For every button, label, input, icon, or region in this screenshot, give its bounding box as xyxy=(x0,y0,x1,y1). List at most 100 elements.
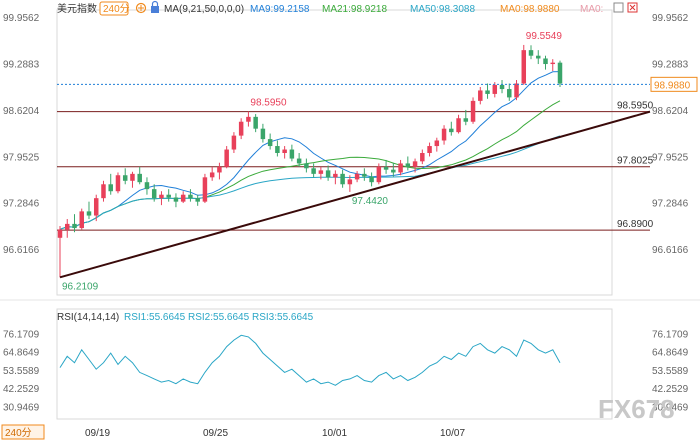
horizontal-levels: 98.5950 97.8025 96.8900 xyxy=(57,101,654,231)
candle xyxy=(325,165,331,181)
ma-value: MA0: xyxy=(580,4,603,15)
candle xyxy=(521,44,527,85)
footer-period-badge[interactable]: 240分 xyxy=(5,427,32,439)
x-axis-ticks: 09/19 09/25 10/01 10/07 xyxy=(85,428,465,439)
candle xyxy=(79,208,84,230)
candle xyxy=(456,114,461,134)
window-controls[interactable] xyxy=(613,2,638,13)
y-tick-right: 97.2846 xyxy=(652,199,689,210)
candle xyxy=(173,193,179,208)
candle xyxy=(405,156,411,171)
y-tick-right: 97.9525 xyxy=(652,152,689,163)
level-label: 96.8900 xyxy=(617,219,654,230)
rsi-title: RSI(14,14,14) xyxy=(57,312,119,323)
candle xyxy=(441,125,447,145)
level-label: 97.8025 xyxy=(617,156,654,167)
lock-icon[interactable] xyxy=(151,0,159,14)
current-price: 98.9880 xyxy=(57,76,698,92)
candle xyxy=(304,158,309,173)
rsi-tick-right: 42.2529 xyxy=(652,384,689,395)
candle xyxy=(260,123,266,143)
rsi-legend: RSI(14,14,14) RSI1:55.6645 RSI2:55.6645 RS… xyxy=(57,312,314,323)
candle xyxy=(289,144,295,162)
candle xyxy=(354,171,360,183)
price-annotation: 98.5950 xyxy=(250,98,287,109)
footer-period-box[interactable] xyxy=(1,424,45,440)
candle xyxy=(93,194,99,222)
candle xyxy=(340,169,345,188)
symbol-name: 美元指数 xyxy=(57,2,97,15)
period-badge[interactable]: 240分 xyxy=(103,3,130,15)
current-price-box xyxy=(650,76,698,92)
y-tick-right: 98.6204 xyxy=(652,106,689,117)
candle xyxy=(557,60,563,87)
close-icon[interactable] xyxy=(627,2,638,13)
y-tick-right: 96.6166 xyxy=(652,245,689,256)
ma9-line xyxy=(59,71,561,230)
price-axis-ticks: 99.9562 99.9562 99.2883 99.2883 98.6204 98.62… xyxy=(3,13,689,256)
y-tick-right: 99.9562 xyxy=(652,13,689,24)
main-legend: 美元指数 240分 MA(9,21,50,0,0,0) MA9:99.2158 M… xyxy=(57,0,638,16)
candle xyxy=(333,170,338,185)
candles xyxy=(57,44,563,278)
rsi-tick-right: 64.8649 xyxy=(652,348,689,359)
ma-params: MA(9,21,50,0,0,0) xyxy=(164,4,244,15)
rsi-tick-left: 76.1709 xyxy=(3,329,40,340)
candle xyxy=(275,140,280,157)
price-annotations: 99.5549 98.5950 97.4420 96.2109 xyxy=(62,31,562,292)
candle xyxy=(362,168,367,181)
x-tick: 09/25 xyxy=(203,428,228,439)
y-tick-left: 97.9525 xyxy=(3,152,40,163)
candle xyxy=(151,184,157,202)
x-tick: 09/19 xyxy=(85,428,110,439)
candle xyxy=(137,166,142,185)
candle xyxy=(412,158,418,173)
candle xyxy=(536,50,541,65)
candle xyxy=(420,149,425,165)
rsi-tick-left: 53.5589 xyxy=(3,366,40,377)
candle xyxy=(101,180,106,202)
period-badge-box[interactable] xyxy=(99,1,129,16)
candle xyxy=(122,168,128,185)
footer: 240分 FX678 xyxy=(1,394,675,440)
trendline-line[interactable] xyxy=(59,110,651,279)
candle xyxy=(130,171,135,188)
candle xyxy=(485,83,490,99)
moving-averages xyxy=(59,71,561,230)
x-tick: 10/01 xyxy=(322,428,347,439)
candle xyxy=(543,55,548,70)
candle xyxy=(267,133,273,150)
candle xyxy=(217,162,222,180)
rsi-tick-left: 42.2529 xyxy=(3,384,40,395)
price-annotation: 99.5549 xyxy=(526,31,563,42)
candle xyxy=(238,118,244,140)
candle xyxy=(318,166,324,180)
trendline xyxy=(59,110,651,279)
candle xyxy=(231,132,237,153)
candle xyxy=(166,189,171,202)
rsi-axis-ticks: 76.1709 76.1709 64.8649 64.8649 53.5589 53.55… xyxy=(3,329,689,413)
candle xyxy=(159,191,164,206)
y-tick-left: 96.6166 xyxy=(3,245,40,256)
y-tick-left: 99.2883 xyxy=(3,59,40,70)
candle xyxy=(550,59,555,71)
minimize-icon[interactable] xyxy=(613,2,624,13)
candle xyxy=(57,225,63,278)
x-tick: 10/07 xyxy=(440,428,465,439)
rsi-tick-left: 30.9469 xyxy=(3,402,40,413)
settings-icon[interactable] xyxy=(135,2,147,14)
candle xyxy=(311,163,316,178)
rsi-values: RSI1:55.6645 RSI2:55.6645 RSI3:55.6645 xyxy=(124,312,314,323)
y-tick-right: 99.2883 xyxy=(652,59,689,70)
candle xyxy=(376,163,382,185)
candle xyxy=(224,146,229,169)
candle xyxy=(209,166,215,181)
ma50-line xyxy=(59,135,561,230)
candle xyxy=(296,153,302,167)
candle xyxy=(65,219,70,238)
candle xyxy=(72,214,77,233)
candle xyxy=(246,111,251,127)
rsi-value: RSI1:55.6645 xyxy=(124,312,186,323)
candle xyxy=(253,114,258,133)
candle xyxy=(144,177,150,195)
